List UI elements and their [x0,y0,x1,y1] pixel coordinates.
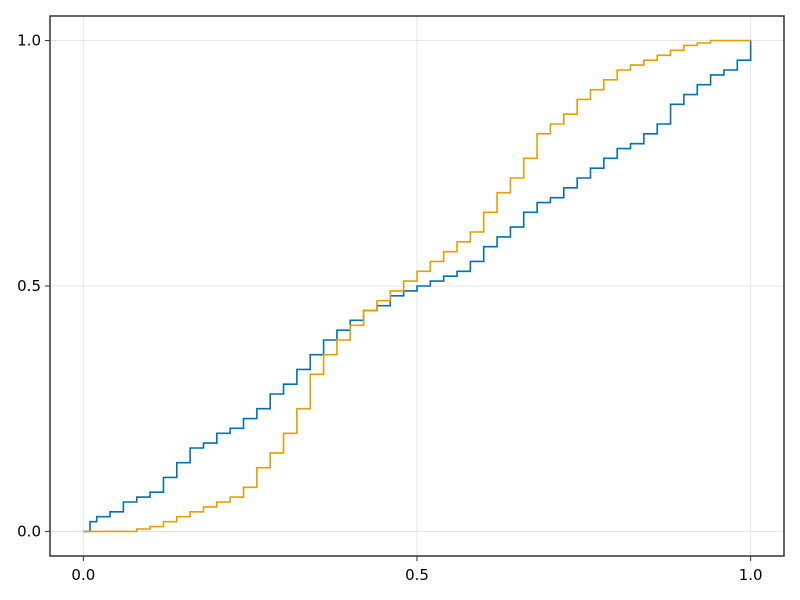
x-tick-label: 1.0 [739,566,763,584]
x-tick-label: 0.0 [71,566,95,584]
series-layer [83,39,752,533]
y-tick-label: 1.0 [17,32,41,50]
series-line-1 [83,40,752,533]
tick-layer: 0.0 0.5 1.0 0.0 0.5 1.0 [17,32,762,584]
x-tick-label: 0.5 [405,566,429,584]
series-line-2 [83,39,751,533]
y-tick-label: 0.0 [17,522,41,540]
y-tick-label: 0.5 [17,277,41,295]
